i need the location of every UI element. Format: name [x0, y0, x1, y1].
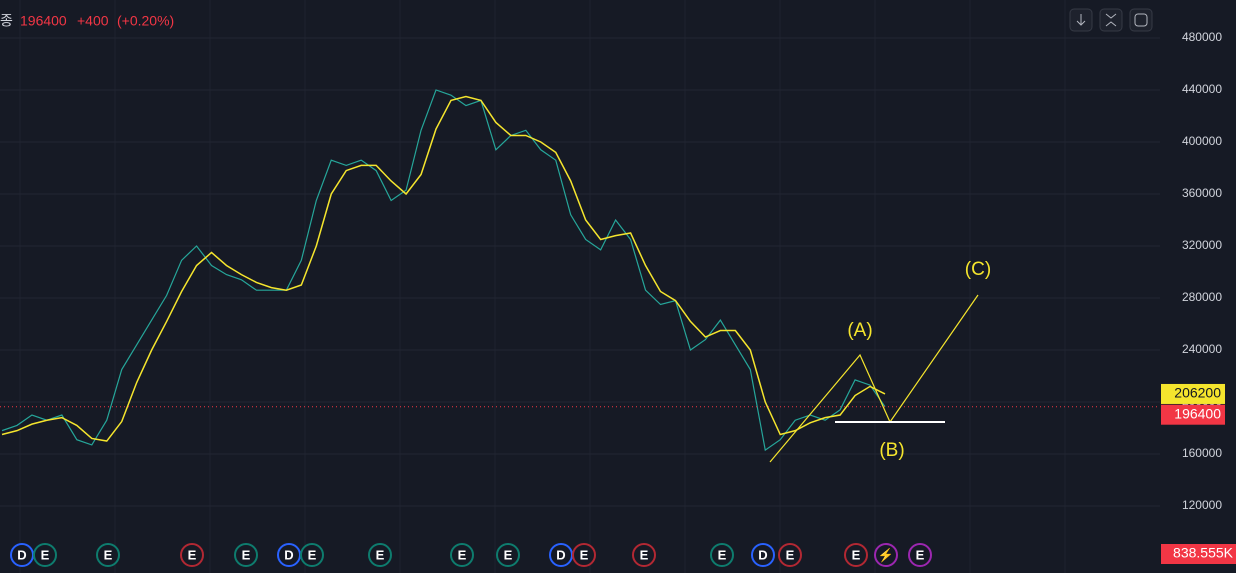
- event-marker: [751, 543, 775, 567]
- event-label: E: [242, 547, 251, 562]
- event-label: D: [284, 547, 293, 562]
- wave-label: (C): [965, 259, 991, 280]
- event-marker: [96, 543, 120, 567]
- grid: [0, 0, 1160, 573]
- button[interactable]: [1129, 8, 1153, 32]
- event-marker: [844, 543, 868, 567]
- event-marker: [632, 543, 656, 567]
- y-tick-label: 160000: [1182, 446, 1222, 460]
- event-label: D: [758, 547, 767, 562]
- wave-line: [769, 294, 979, 463]
- event-label: D: [17, 547, 26, 562]
- y-tick-label: 400000: [1182, 134, 1222, 148]
- button[interactable]: [1099, 8, 1123, 32]
- wave-label: (B): [879, 440, 904, 461]
- event-label: E: [308, 547, 317, 562]
- event-marker: [234, 543, 258, 567]
- price-line: [1, 89, 886, 452]
- y-tick-label: 440000: [1182, 82, 1222, 96]
- event-label: E: [786, 547, 795, 562]
- y-tick-label: 240000: [1182, 342, 1222, 356]
- event-marker: [572, 543, 596, 567]
- event-marker: [300, 543, 324, 567]
- price-value: 196400: [1174, 405, 1221, 421]
- event-marker: [874, 543, 898, 567]
- y-tick-label: 320000: [1182, 238, 1222, 252]
- ma-value: 206200: [1174, 385, 1221, 401]
- event-marker: [368, 543, 392, 567]
- icon: [1134, 13, 1148, 27]
- event-label: E: [188, 547, 197, 562]
- symbol: 종: [0, 13, 13, 29]
- change-pct: (+0.20%): [117, 13, 174, 29]
- event-marker: [778, 543, 802, 567]
- y-tick-label: 480000: [1182, 30, 1222, 44]
- event-marker: [33, 543, 57, 567]
- price-badge: [1161, 404, 1225, 425]
- event-label: E: [41, 547, 50, 562]
- event-marker: [710, 543, 734, 567]
- y-tick-label: 360000: [1182, 186, 1222, 200]
- plot: D E E E E D E E E E D E E E D E E ⚡ E: [0, 89, 1160, 567]
- ma-badge: [1161, 383, 1225, 404]
- event-label: ⚡: [878, 547, 894, 563]
- y-tick-label: 280000: [1182, 290, 1222, 304]
- event-label: E: [504, 547, 513, 562]
- event-label: E: [916, 547, 925, 562]
- price: 196400: [20, 13, 67, 29]
- event-label: E: [458, 547, 467, 562]
- volume-value: 838.555K: [1173, 545, 1234, 561]
- event-label: E: [718, 547, 727, 562]
- event-label: E: [376, 547, 385, 562]
- event-marker: [180, 543, 204, 567]
- event-marker: [908, 543, 932, 567]
- wave-label: (A): [847, 320, 872, 341]
- event-marker: [450, 543, 474, 567]
- event-label: E: [104, 547, 113, 562]
- event-label: E: [852, 547, 861, 562]
- y-tick-label: 120000: [1182, 498, 1222, 512]
- moving-average: [1, 95, 886, 442]
- icon: [1076, 14, 1086, 26]
- event-label: E: [640, 547, 649, 562]
- toolbar[interactable]: [1069, 8, 1153, 32]
- price-axis: 1200001600002000002400002800003200003600…: [1161, 30, 1236, 564]
- volume-badge: [1161, 544, 1236, 564]
- event-label: D: [556, 547, 565, 562]
- event-label: E: [580, 547, 589, 562]
- icon: [1105, 13, 1117, 27]
- change: +400: [77, 13, 109, 29]
- event-marker: [496, 543, 520, 567]
